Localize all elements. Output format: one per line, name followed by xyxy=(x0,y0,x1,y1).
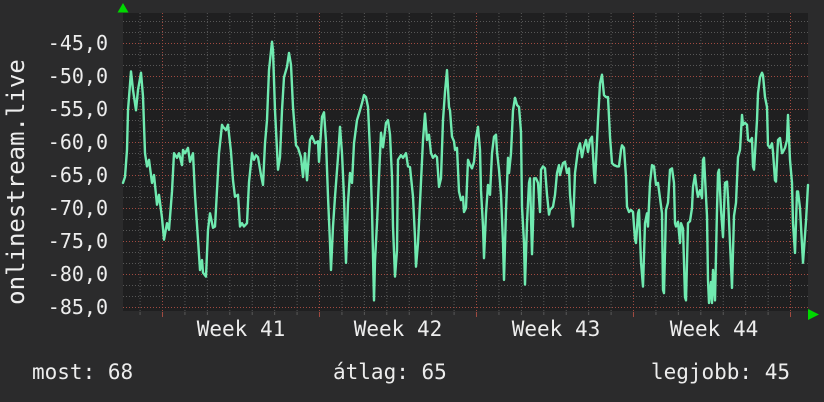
stat-current-value: most: 68 xyxy=(32,360,134,384)
y-tick-label: -60,0 xyxy=(47,130,108,154)
y-tick-label: -85,0 xyxy=(47,295,108,319)
week-label: Week 43 xyxy=(511,317,601,341)
y-tick-label: -65,0 xyxy=(47,163,108,187)
y-tick-label: -80,0 xyxy=(47,262,108,286)
y-tick-label: -50,0 xyxy=(47,64,108,88)
week-label: Week 44 xyxy=(669,317,759,341)
y-tick-label: -45,0 xyxy=(47,31,108,55)
y-tick-label: -75,0 xyxy=(47,229,108,253)
plot-area xyxy=(123,13,808,311)
y-tick-label: -70,0 xyxy=(47,196,108,220)
stat-average-value: átlag: 65 xyxy=(333,360,447,384)
week-label: Week 42 xyxy=(353,317,443,341)
y-axis-up-arrow-icon xyxy=(117,3,129,13)
signal-line xyxy=(121,40,810,305)
week-label: Week 41 xyxy=(196,317,286,341)
x-axis-right-arrow-icon xyxy=(808,309,819,320)
stat-best-value: legjobb: 45 xyxy=(650,360,790,384)
y-tick-label: -55,0 xyxy=(47,97,108,121)
